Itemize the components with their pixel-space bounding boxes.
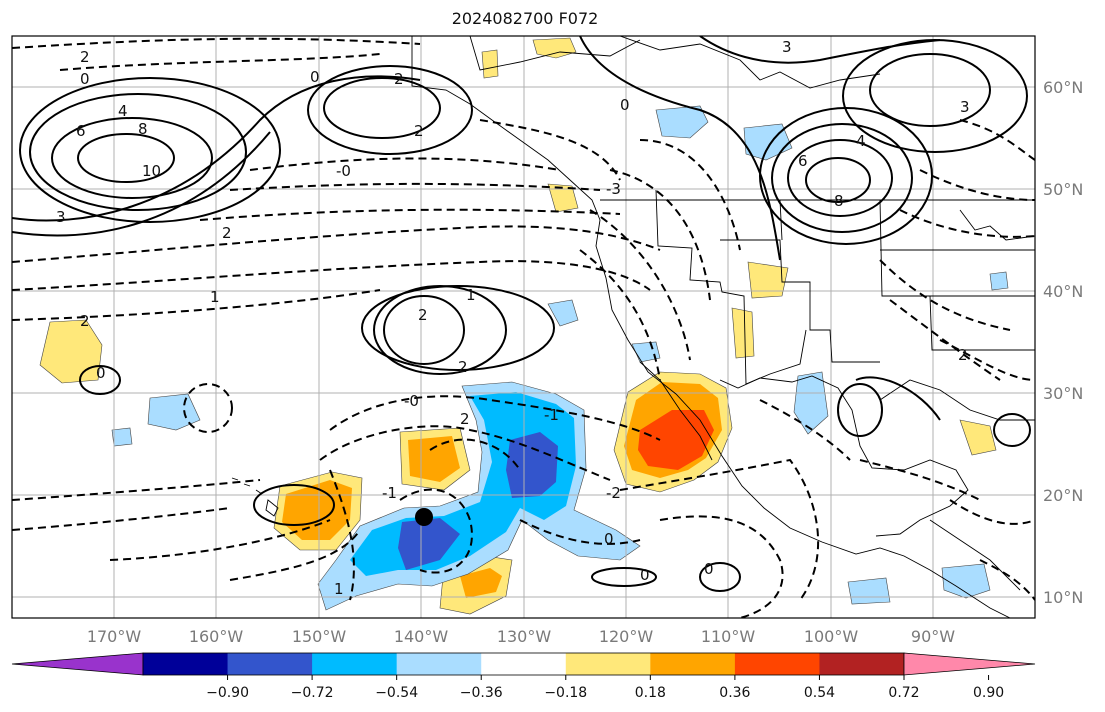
contour-labels: 2 0 4 6 8 10 3 2 2 0 2 1 -3 3 4 6 8 1 2 … (56, 38, 970, 598)
latitude-labels: 60°N 50°N 40°N 30°N 20°N 10°N (1043, 78, 1083, 607)
contour-label: 0 (96, 364, 106, 382)
anomaly-shading (39, 37, 1009, 615)
contour-label: 10 (142, 162, 161, 180)
contour-label: 8 (834, 192, 844, 210)
contour-label: 2 (80, 48, 90, 66)
contour-label: 0 (80, 70, 90, 88)
colorbar-tick-label: 0.72 (888, 685, 919, 701)
colorbar-cell (227, 653, 313, 675)
lon-label: 140°W (394, 627, 449, 646)
colorbar-tick-label: 0.36 (719, 685, 750, 701)
contour-label: 0 (310, 68, 320, 86)
contour-label: 1 (334, 580, 344, 598)
contour-label: 3 (960, 98, 970, 116)
lon-label: 160°W (189, 627, 244, 646)
colorbar-tick-label: 0.90 (973, 685, 1004, 701)
solid-contours (12, 36, 1031, 592)
colorbar-cell (312, 653, 398, 675)
dashed-contours (12, 37, 1035, 618)
lat-label: 50°N (1043, 180, 1083, 199)
contour-label: 0 (620, 96, 630, 114)
colorbar-tick-label: −0.18 (544, 685, 587, 701)
lat-label: 30°N (1043, 384, 1083, 403)
lat-label: 10°N (1043, 588, 1083, 607)
lon-label: 170°W (87, 627, 142, 646)
contour-label: 8 (138, 120, 148, 138)
colorbar-cell (565, 653, 651, 675)
contour-label: 3 (56, 208, 66, 226)
contour-label: 0 (640, 566, 650, 584)
contour-label: 3 (782, 38, 792, 56)
colorbar-cell (734, 653, 820, 675)
colorbar-tick-label: −0.90 (206, 685, 249, 701)
colorbar-tick-label: 0.54 (804, 685, 835, 701)
contour-label: 2 (394, 70, 404, 88)
colorbar-cell (650, 653, 736, 675)
lon-label: 100°W (804, 627, 859, 646)
lon-label: 90°W (911, 627, 955, 646)
lon-label: 130°W (497, 627, 552, 646)
contour-label: 2 (414, 122, 424, 140)
lon-label: 110°W (701, 627, 756, 646)
contour-label: 2 (958, 346, 968, 364)
contour-label: 2 (418, 306, 428, 324)
contour-label: 4 (118, 102, 128, 120)
colorbar-tick-label: −0.54 (375, 685, 418, 701)
contour-label: -0 (336, 162, 351, 180)
map-title: 2024082700 F072 (451, 9, 599, 28)
contour-label: -1 (382, 484, 397, 502)
colorbar-tick-label: 0.18 (635, 685, 666, 701)
contour-label: 2 (460, 410, 470, 428)
contour-label: -2 (606, 484, 621, 502)
longitude-labels: 170°W 160°W 150°W 140°W 130°W 120°W 110°… (87, 627, 955, 646)
lon-label: 150°W (292, 627, 347, 646)
colorbar-cell (143, 653, 229, 675)
contour-label: 1 (466, 286, 476, 304)
contour-label: 2 (222, 224, 232, 242)
contour-label: -3 (606, 180, 621, 198)
colorbar: −0.90 −0.72 −0.54 −0.36 −0.18 0.18 0.36 0.54 0.7… (11, 652, 1036, 701)
lat-label: 40°N (1043, 282, 1083, 301)
colorbar-low-extension (11, 652, 144, 676)
colorbar-cell (481, 653, 567, 675)
colorbar-tick-label: −0.72 (291, 685, 334, 701)
colorbar-cell (396, 653, 482, 675)
contour-label: 0 (704, 560, 714, 578)
contour-label: 4 (856, 132, 866, 150)
contour-label: -1 (544, 406, 559, 424)
contour-label: 1 (210, 288, 220, 306)
lat-label: 60°N (1043, 78, 1083, 97)
lon-label: 120°W (599, 627, 654, 646)
colorbar-tick-label: −0.36 (460, 685, 503, 701)
plot-frame (11, 35, 1036, 619)
colorbar-cell (819, 653, 905, 675)
contour-label: 0 (604, 530, 614, 548)
contour-label: -0 (404, 392, 419, 410)
storm-center-dot (415, 508, 433, 526)
contour-label: 6 (76, 122, 86, 140)
contour-label: 6 (798, 152, 808, 170)
colorbar-high-extension (903, 652, 1036, 676)
contour-label: 2 (80, 312, 90, 330)
lat-label: 20°N (1043, 486, 1083, 505)
contour-label: 2 (458, 358, 468, 376)
